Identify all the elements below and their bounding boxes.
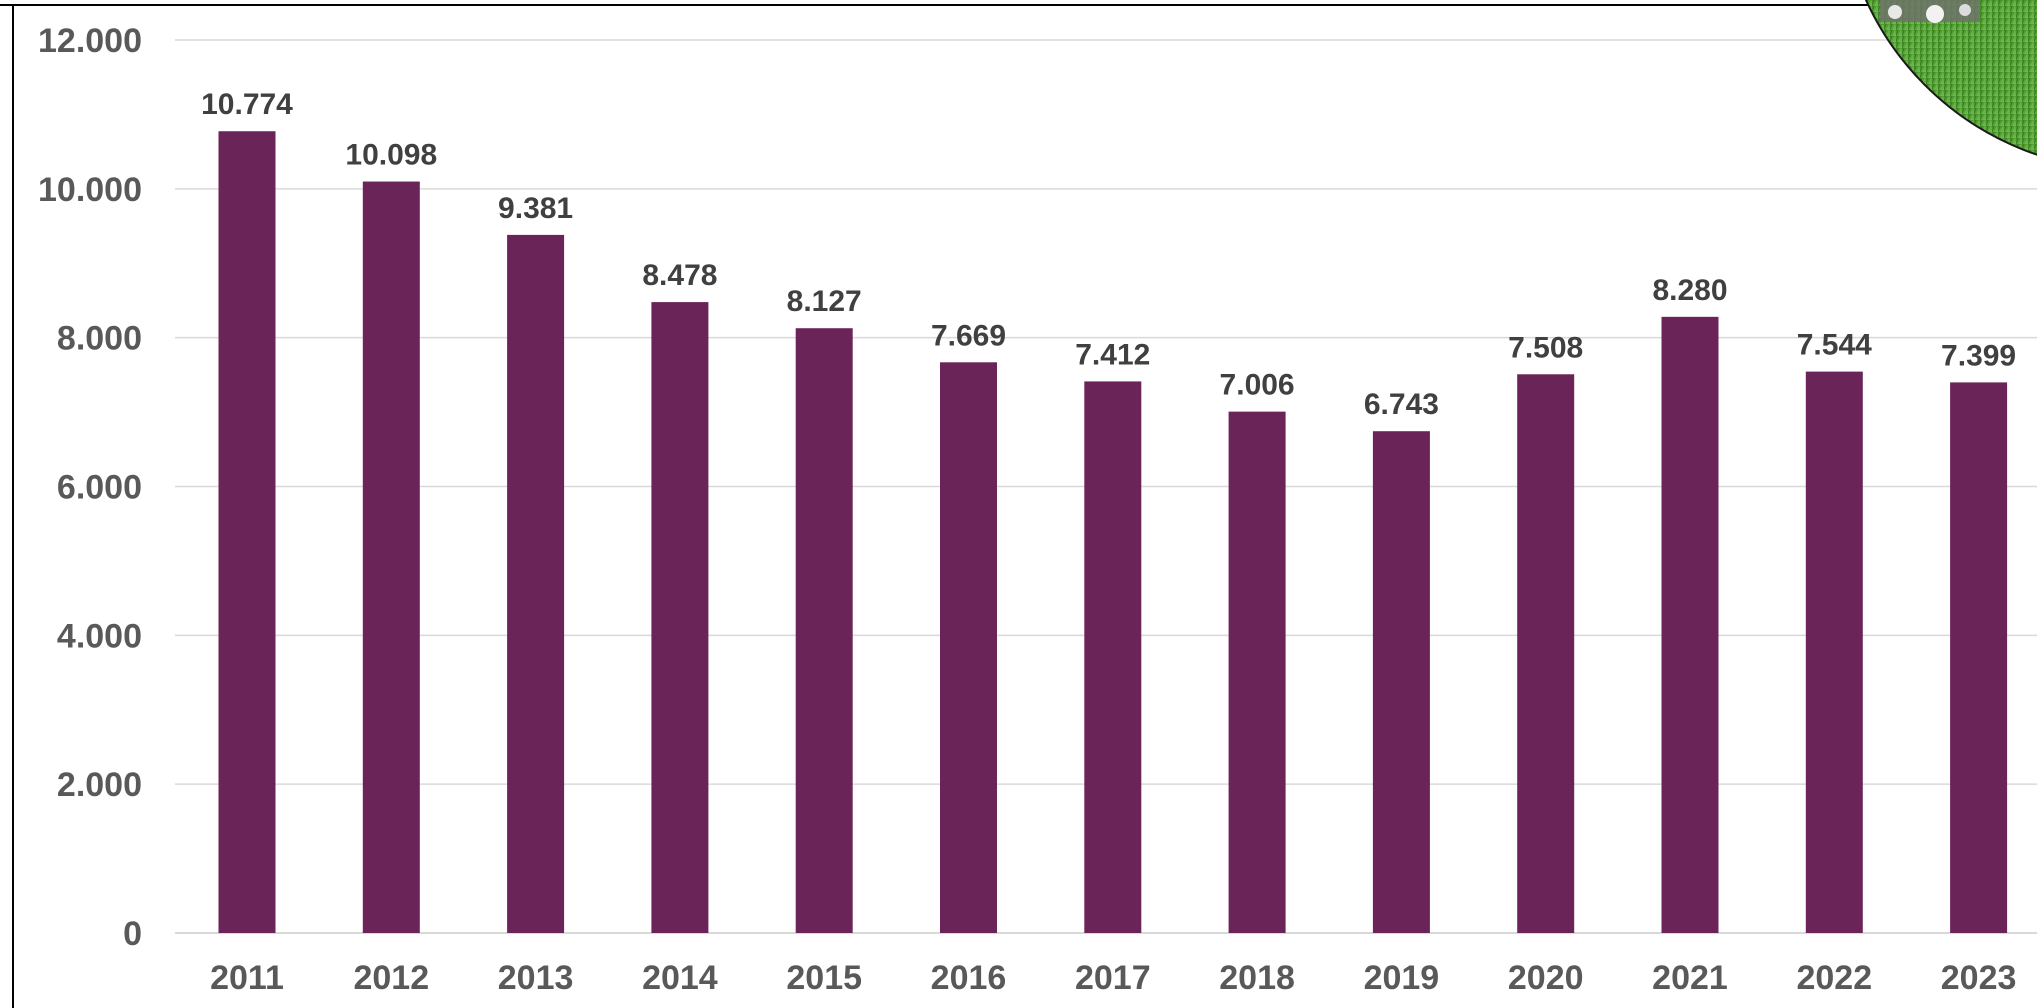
bar-2019 [1372, 431, 1430, 933]
y-tick-label: 4.000 [57, 617, 142, 655]
data-label-2023: 7.399 [1941, 339, 2016, 372]
x-tick-label-2017: 2017 [1075, 959, 1151, 997]
x-tick-label-2019: 2019 [1364, 959, 1440, 997]
x-tick-label-2016: 2016 [931, 959, 1007, 997]
x-tick-label-2011: 2011 [210, 959, 284, 997]
bar-2023 [1950, 382, 2008, 933]
x-tick-label-2013: 2013 [498, 959, 574, 997]
y-tick-label: 8.000 [57, 320, 142, 358]
bar-2022 [1805, 371, 1863, 933]
y-tick-label: 6.000 [57, 469, 142, 507]
data-label-2016: 7.669 [931, 319, 1006, 352]
data-label-2022: 7.544 [1797, 329, 1872, 362]
x-tick-label-2021: 2021 [1652, 959, 1728, 997]
x-tick-label-2020: 2020 [1508, 959, 1584, 997]
bar-2016 [940, 362, 997, 933]
y-tick-label: 10.000 [38, 171, 142, 209]
data-label-2021: 8.280 [1652, 274, 1727, 307]
bar-2014 [651, 302, 709, 934]
y-axis-tick-labels: 0 2.000 4.000 6.000 8.000 10.000 12.000 [38, 22, 142, 953]
y-tick-label: 12.000 [38, 22, 142, 60]
x-tick-label-2023: 2023 [1941, 959, 2017, 997]
x-tick-label-2015: 2015 [786, 959, 862, 997]
data-labels: 10.774 10.098 9.381 8.478 8.127 7.669 7.412 7.0… [201, 88, 2016, 421]
bar-2013 [507, 234, 565, 934]
data-label-2018: 7.006 [1220, 369, 1295, 402]
data-label-2014: 8.478 [642, 259, 717, 292]
bar-2015 [795, 328, 853, 933]
data-label-2020: 7.508 [1508, 331, 1583, 364]
x-tick-label-2014: 2014 [642, 959, 718, 997]
bar-2020 [1517, 374, 1575, 933]
bar-2012 [362, 181, 420, 933]
bar-2018 [1228, 411, 1286, 933]
y-tick-label: 0 [123, 915, 142, 953]
x-axis-tick-labels: 2011 2012 2013 2014 2015 2016 2017 2018 2019 2020… [210, 959, 2016, 997]
data-label-2019: 6.743 [1364, 388, 1439, 421]
data-label-2011: 10.774 [201, 88, 293, 121]
x-tick-label-2012: 2012 [353, 959, 429, 997]
bars [218, 131, 2008, 934]
data-label-2017: 7.412 [1075, 338, 1150, 371]
golf-course-photo-icon [1864, 0, 2037, 156]
data-label-2013: 9.381 [498, 192, 573, 225]
bar-2017 [1084, 381, 1142, 933]
data-label-2015: 8.127 [787, 285, 862, 318]
x-tick-label-2022: 2022 [1796, 959, 1872, 997]
bar-2021 [1661, 316, 1719, 934]
y-tick-label: 2.000 [57, 766, 142, 804]
bar-2011 [218, 131, 276, 933]
data-label-2012: 10.098 [345, 139, 437, 172]
x-tick-label-2018: 2018 [1219, 959, 1295, 997]
